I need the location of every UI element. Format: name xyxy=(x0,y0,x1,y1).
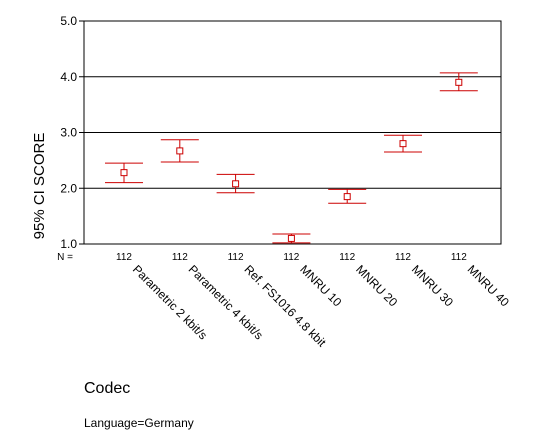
y-axis-label: 95% CI SCORE xyxy=(31,133,48,240)
n-value: 112 xyxy=(339,252,355,263)
x-axis-title: Codec xyxy=(84,380,131,397)
x-tick-label: MNRU 10 xyxy=(297,262,344,309)
y-tick-label: 3.0 xyxy=(60,126,77,140)
x-tick-label: MNRU 40 xyxy=(465,262,512,309)
n-value: 112 xyxy=(228,252,244,263)
n-value: 112 xyxy=(283,252,299,263)
n-value: 112 xyxy=(451,252,467,263)
gridlines xyxy=(84,76,501,189)
mean-marker xyxy=(399,140,407,148)
y-tick-label: 5.0 xyxy=(60,14,77,28)
series xyxy=(105,72,478,244)
y-axis: 1.0 2.0 3.0 4.0 5.0 xyxy=(60,14,84,251)
x-tick-label: MNRU 20 xyxy=(353,262,400,309)
x-tick-label: MNRU 30 xyxy=(409,262,456,309)
n-value: 112 xyxy=(395,252,411,263)
y-tick-label: 4.0 xyxy=(60,70,77,84)
y-tick-label: 1.0 xyxy=(60,237,77,251)
mean-marker xyxy=(343,193,351,201)
mean-marker xyxy=(287,234,295,242)
n-value: 112 xyxy=(172,252,188,263)
mean-marker xyxy=(232,180,240,188)
y-tick-label: 2.0 xyxy=(60,181,77,195)
mean-marker xyxy=(455,78,463,86)
mean-marker xyxy=(120,169,128,177)
n-value: 112 xyxy=(116,252,132,263)
mean-marker xyxy=(176,147,184,155)
language-note: Language=Germany xyxy=(84,416,194,430)
n-label: N = xyxy=(57,252,73,263)
